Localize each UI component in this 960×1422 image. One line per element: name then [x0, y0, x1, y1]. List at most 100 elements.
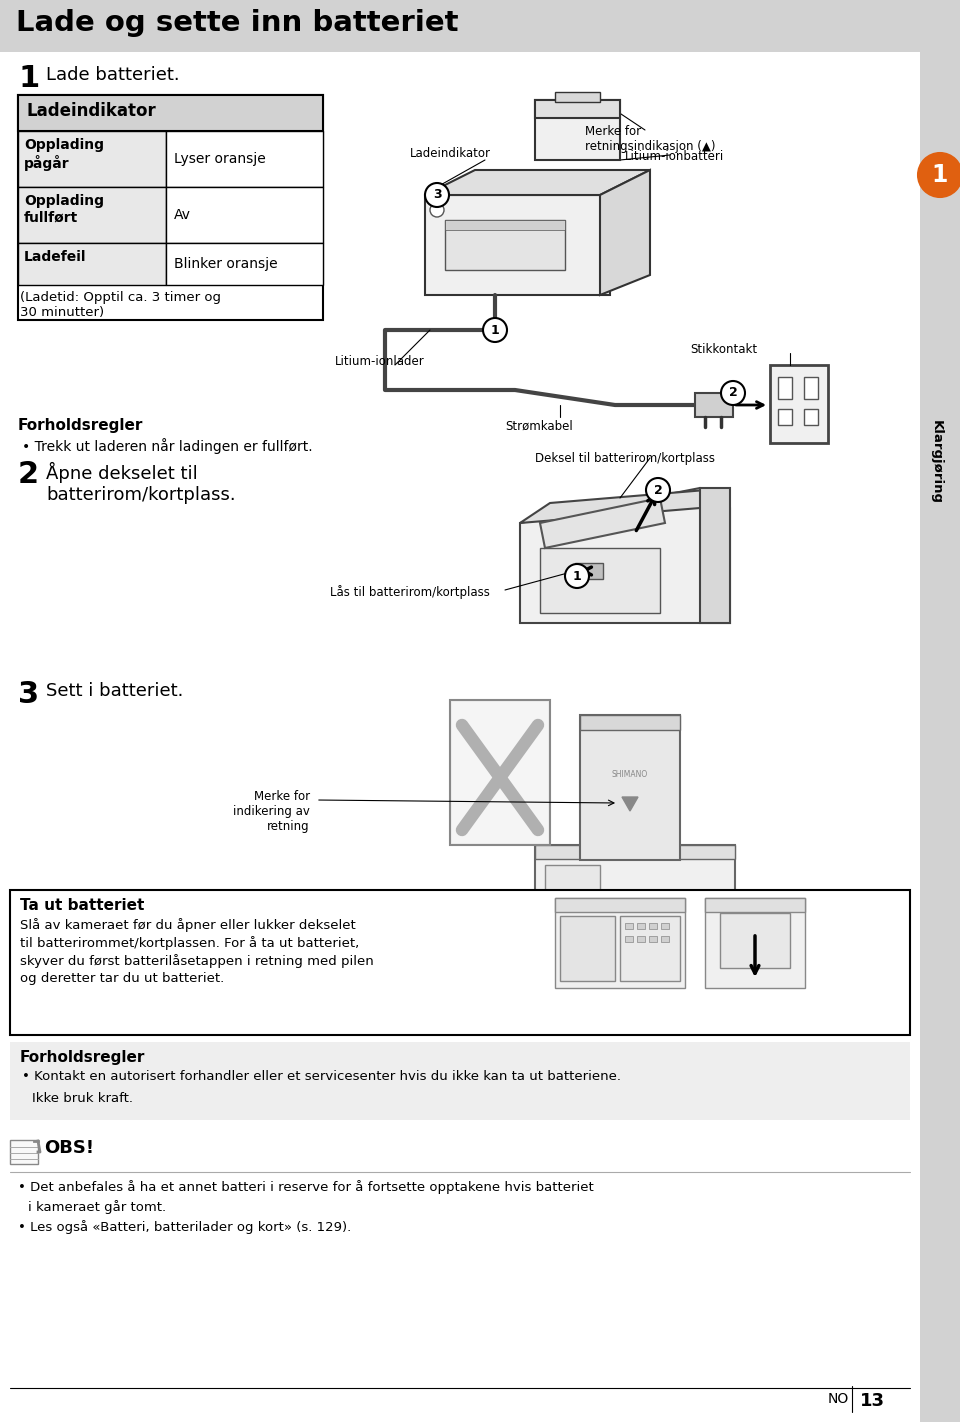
Bar	[10, 890, 910, 1035]
Polygon shape	[425, 171, 650, 195]
Text: Ladefeil: Ladefeil	[24, 250, 86, 264]
Text: NO: NO	[828, 1392, 850, 1406]
Bar	[535, 100, 620, 161]
Text: 1: 1	[18, 64, 39, 92]
Text: • Trekk ut laderen når ladingen er fullført.: • Trekk ut laderen når ladingen er fullf…	[22, 438, 313, 454]
Bar	[10, 1042, 910, 1121]
Text: Klargjøring: Klargjøring	[929, 419, 943, 503]
Text: Deksel til batterirom/kortplass: Deksel til batterirom/kortplass	[535, 452, 715, 465]
Text: Åpne dekselet til
batterirom/kortplass.: Åpne dekselet til batterirom/kortplass.	[46, 462, 235, 503]
Bar	[450, 700, 550, 845]
Bar	[452, 702, 548, 843]
Bar	[545, 865, 600, 910]
Bar	[18, 243, 166, 284]
Text: Forholdsregler: Forholdsregler	[20, 1049, 145, 1065]
Text: Av: Av	[174, 208, 191, 222]
Polygon shape	[425, 195, 610, 294]
Text: 1: 1	[932, 164, 948, 188]
Bar	[18, 95, 323, 320]
Polygon shape	[622, 796, 638, 811]
Text: • Kontakt en autorisert forhandler eller et servicesenter hvis du ikke kan ta ut: • Kontakt en autorisert forhandler eller…	[22, 1069, 621, 1084]
Bar	[770, 365, 828, 444]
Bar	[540, 547, 660, 613]
Bar	[625, 923, 633, 929]
Bar	[661, 936, 669, 941]
Bar	[778, 410, 792, 425]
Text: Lås til batterirom/kortplass: Lås til batterirom/kortplass	[330, 584, 490, 599]
Bar	[166, 188, 323, 243]
Bar	[649, 936, 657, 941]
Text: 1: 1	[572, 569, 582, 583]
Bar	[695, 392, 733, 417]
Bar	[620, 916, 680, 981]
Bar	[445, 220, 565, 230]
Text: skyver du først batterilåsetappen i retning med pilen: skyver du først batterilåsetappen i retn…	[20, 954, 373, 968]
Text: 2: 2	[654, 483, 662, 496]
Text: Ladeindikator: Ladeindikator	[410, 146, 491, 161]
Text: 2: 2	[729, 387, 737, 400]
Circle shape	[565, 565, 589, 589]
Circle shape	[430, 203, 444, 218]
Text: og deretter tar du ut batteriet.: og deretter tar du ut batteriet.	[20, 973, 225, 985]
Text: Lade batteriet.: Lade batteriet.	[46, 65, 180, 84]
Bar	[804, 377, 818, 400]
Text: Opplading
pågår: Opplading pågår	[24, 138, 104, 171]
Text: Lade og sette inn batteriet: Lade og sette inn batteriet	[16, 9, 459, 37]
Text: Sett i batteriet.: Sett i batteriet.	[46, 683, 183, 700]
Bar	[720, 913, 790, 968]
Bar	[649, 923, 657, 929]
Bar	[445, 220, 565, 270]
Text: (Ladetid: Opptil ca. 3 timer og
30 minutter): (Ladetid: Opptil ca. 3 timer og 30 minut…	[20, 292, 221, 319]
Text: • Les også «Batteri, batterilader og kort» (s. 129).: • Les også «Batteri, batterilader og kor…	[18, 1220, 351, 1234]
Bar	[555, 899, 685, 988]
Text: SHIMANO: SHIMANO	[612, 769, 648, 779]
Bar	[18, 95, 323, 131]
Bar	[166, 131, 323, 188]
Text: Forholdsregler: Forholdsregler	[18, 418, 143, 434]
Bar	[575, 563, 603, 579]
Bar	[637, 923, 645, 929]
Bar	[920, 0, 960, 1422]
Bar	[18, 188, 166, 243]
Text: 3: 3	[433, 189, 442, 202]
Text: Lyser oransje: Lyser oransje	[174, 152, 266, 166]
Circle shape	[918, 154, 960, 198]
Text: Opplading
fullført: Opplading fullført	[24, 193, 104, 225]
Bar	[560, 916, 615, 981]
Text: 13: 13	[860, 1392, 885, 1411]
Text: OBS!: OBS!	[44, 1139, 94, 1158]
Text: Merke for
indikering av
retning: Merke for indikering av retning	[233, 791, 310, 833]
Bar	[535, 845, 735, 859]
Text: • Det anbefales å ha et annet batteri i reserve for å fortsette opptakene hvis b: • Det anbefales å ha et annet batteri i …	[18, 1180, 593, 1194]
Text: Merke for
retningsindikasjon (▲): Merke for retningsindikasjon (▲)	[585, 125, 715, 154]
Bar	[705, 899, 805, 988]
Text: 2: 2	[18, 459, 39, 489]
Text: Strømkabel: Strømkabel	[505, 419, 573, 434]
Polygon shape	[520, 488, 730, 523]
Text: 3: 3	[18, 680, 39, 710]
Polygon shape	[600, 171, 650, 294]
Bar	[535, 100, 620, 118]
Text: Ladeindikator: Ladeindikator	[26, 102, 156, 119]
Text: i kameraet går tomt.: i kameraet går tomt.	[28, 1200, 166, 1214]
Circle shape	[646, 478, 670, 502]
Bar	[580, 715, 680, 729]
Bar	[166, 243, 323, 284]
Polygon shape	[520, 488, 730, 623]
Text: Litium-ionlader: Litium-ionlader	[335, 356, 424, 368]
Bar	[18, 131, 166, 188]
Polygon shape	[540, 498, 665, 547]
Text: Stikkontakt: Stikkontakt	[690, 343, 757, 356]
Bar	[804, 410, 818, 425]
Circle shape	[425, 183, 449, 208]
Bar	[625, 936, 633, 941]
Bar	[555, 899, 685, 912]
Text: Slå av kameraet før du åpner eller lukker dekselet: Slå av kameraet før du åpner eller lukke…	[20, 919, 356, 931]
Text: Ta ut batteriet: Ta ut batteriet	[20, 899, 144, 913]
Text: til batterirommet/kortplassen. For å ta ut batteriet,: til batterirommet/kortplassen. For å ta …	[20, 936, 359, 950]
Bar	[705, 899, 805, 912]
Bar	[535, 845, 735, 924]
Bar	[555, 92, 600, 102]
Bar	[661, 923, 669, 929]
Bar	[580, 715, 680, 860]
